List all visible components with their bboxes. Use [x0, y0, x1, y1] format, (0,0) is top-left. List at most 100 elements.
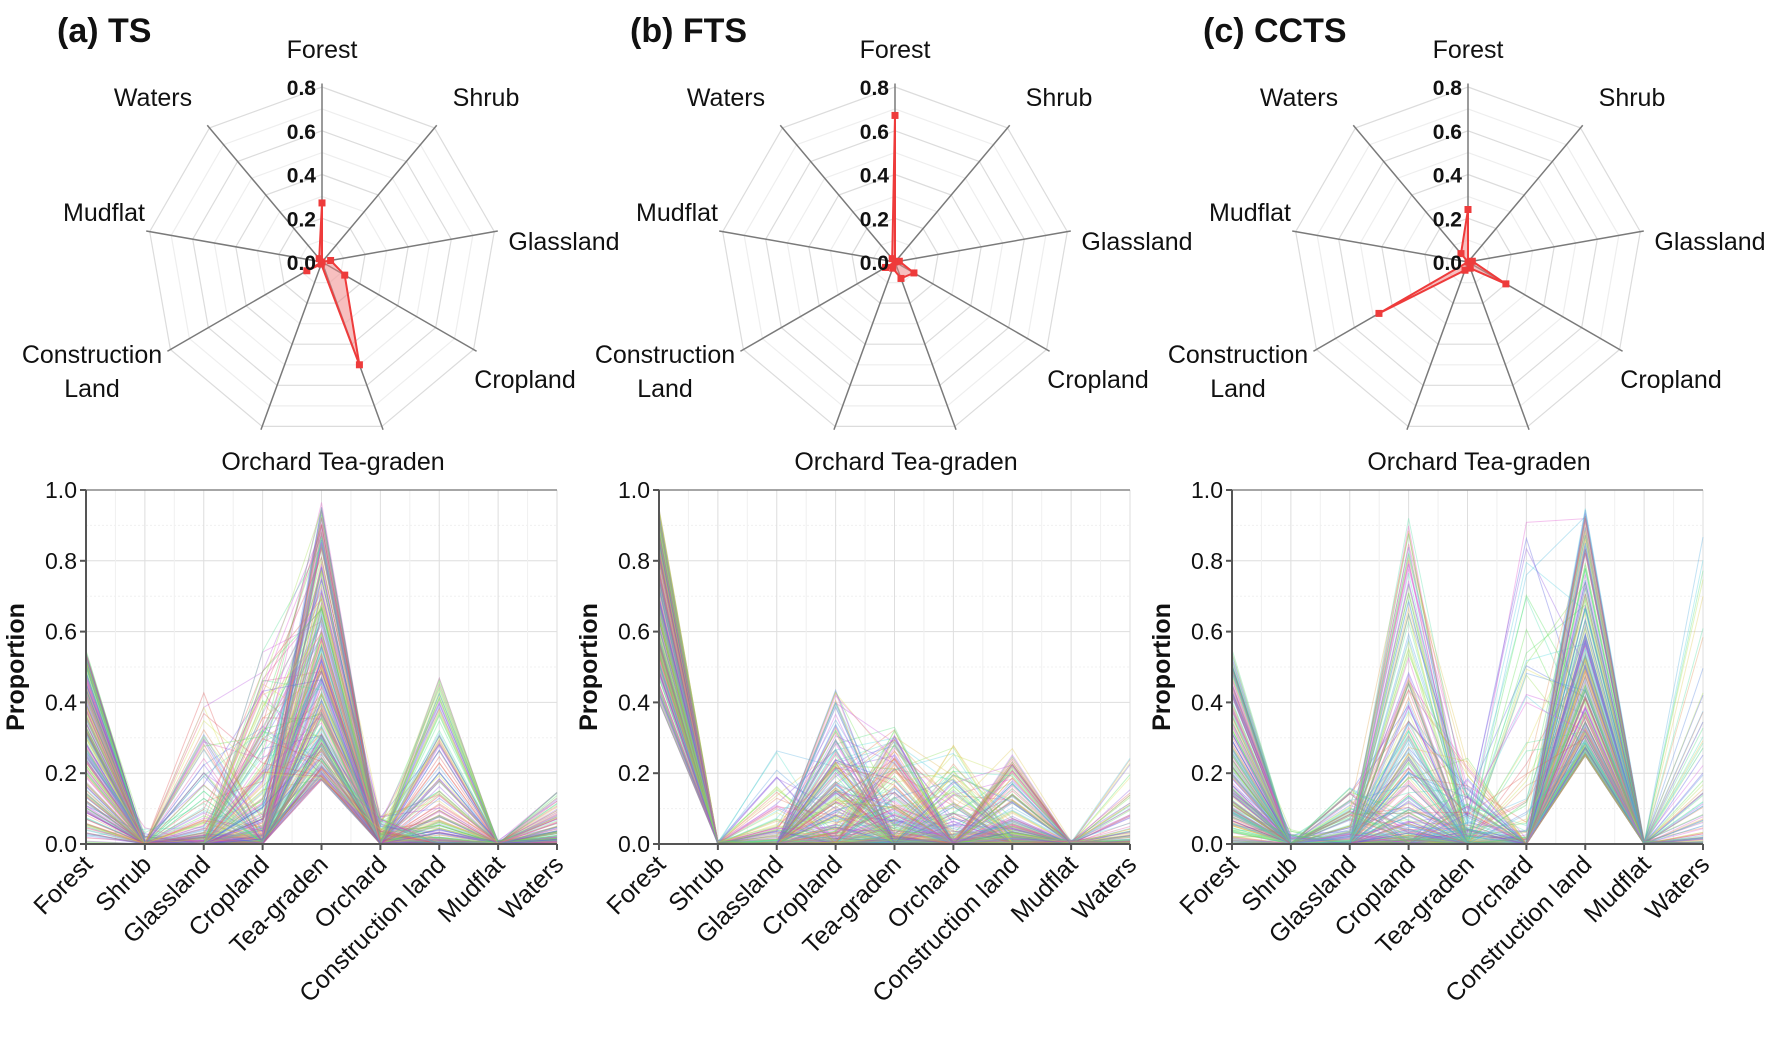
radar-point [1468, 257, 1476, 265]
sample-line [85, 703, 558, 845]
sample-line [658, 661, 1130, 845]
radar-axis-label-orchard: Orchard [1367, 448, 1457, 476]
radar-axis [1292, 230, 1469, 263]
sample-line [85, 507, 558, 845]
parallel-coordinates-plot: 0.00.20.40.60.81.0ProportionForestShrubG… [1148, 477, 1715, 1008]
radar-axis-label-line: Construction [595, 341, 735, 369]
sample-line [85, 707, 558, 846]
sample-line [658, 523, 1130, 845]
sample-line [658, 671, 1131, 845]
radar-axis-label-tea-garden: Tea-graden [891, 448, 1017, 476]
sample-line [85, 507, 558, 845]
sample-line [1231, 583, 1703, 845]
sample-line [658, 518, 1131, 845]
panel-2: (c) CCTS 0.0 0.2 0.4 0.6 0.8 Forest Shrub Glassl… [1148, 12, 1766, 1008]
radar-grid-ring [149, 86, 495, 427]
sample-line [85, 696, 558, 846]
sample-line [85, 715, 558, 846]
sample-line [85, 614, 558, 845]
radar-tick-label: 0.8 [860, 77, 890, 100]
y-axis-label: Proportion [2, 603, 30, 731]
radar-axis-label: Waters [114, 84, 192, 112]
sample-line [1231, 679, 1704, 845]
sample-line [85, 739, 558, 845]
radar-axis-label-line: Land [64, 375, 120, 403]
sample-line [658, 515, 1131, 845]
radar-axis [1467, 124, 1584, 263]
radar-tick-label: 0.4 [287, 165, 317, 188]
radar-grid-ring [235, 173, 409, 345]
y-tick-label: 0.8 [45, 548, 77, 574]
sample-line [1231, 694, 1704, 845]
radar-grid-ring [256, 195, 388, 325]
sample-line [1231, 634, 1704, 845]
x-tick-label: Mudflat [1006, 850, 1084, 928]
radar-tick-label: 0.2 [287, 208, 316, 231]
radar-tick-label: 0.2 [860, 208, 889, 231]
sample-line [658, 537, 1130, 845]
radar-axis-label: Mudflat [1209, 199, 1291, 227]
sample-line [658, 628, 1131, 845]
sample-line [658, 519, 1131, 845]
y-tick-label: 1.0 [1191, 477, 1223, 503]
sample-line [658, 515, 1130, 845]
radar-axis-label: Cropland [1047, 366, 1148, 394]
y-tick-label: 1.0 [45, 477, 77, 503]
sample-line [658, 643, 1131, 845]
sample-line [1231, 683, 1704, 845]
panel-title: (a) TS [57, 12, 151, 50]
sample-line [658, 535, 1131, 845]
sample-line [1231, 668, 1704, 845]
radar-axis-label-line: Construction [1168, 341, 1308, 369]
sample-line [85, 607, 558, 845]
radar-grid-ring [213, 151, 431, 366]
sample-line [1231, 656, 1704, 845]
radar-point [355, 361, 363, 369]
sample-line [658, 548, 1130, 845]
sample-line [85, 607, 558, 845]
sample-line [85, 746, 558, 845]
radar-point [888, 255, 896, 263]
sample-line [85, 510, 557, 846]
radar-grid-ring [851, 217, 939, 304]
radar-point [341, 271, 349, 279]
radar-grid-ring [1316, 108, 1620, 407]
radar-point [327, 256, 335, 264]
radar-axis-label: Shrub [453, 84, 520, 112]
radar-grid-ring [278, 217, 366, 304]
sample-line [85, 607, 558, 845]
radar-axis [167, 261, 323, 352]
sample-line [1231, 734, 1704, 845]
radar-axis-label: Glassland [1081, 228, 1192, 256]
sample-line [85, 598, 558, 845]
y-tick-label: 0.4 [45, 689, 77, 715]
sample-line [1231, 745, 1704, 845]
sample-line [1231, 696, 1704, 845]
sample-line [85, 645, 558, 845]
sample-line [85, 672, 557, 845]
sample-line [1231, 572, 1703, 845]
sample-line [85, 735, 558, 845]
radar-axis-label: Forest [287, 36, 358, 64]
y-tick-label: 0.4 [618, 689, 650, 715]
sample-line [658, 627, 1131, 845]
sample-line [658, 525, 1131, 845]
radar-point [318, 199, 326, 207]
sample-line [658, 656, 1131, 845]
radar-axis-label: Forest [860, 36, 931, 64]
radar-chart: 0.0 0.2 0.4 0.6 0.8 Forest Shrub Glassland Cropl… [595, 36, 1193, 476]
sample-line [85, 666, 558, 845]
radar-tick-label: 0.2 [1433, 208, 1462, 231]
sample-line [1231, 674, 1703, 845]
sample-line [658, 651, 1131, 845]
sample-line [1231, 671, 1704, 845]
radar-axis [719, 230, 896, 263]
radar-tick-label: 0.0 [860, 252, 889, 275]
radar-axis-label-bottom: Orchard Tea-graden [794, 448, 1017, 476]
radar-axis-label: Mudflat [636, 199, 718, 227]
sample-line [85, 646, 558, 845]
sample-line [85, 666, 558, 845]
radar-axis [894, 261, 1050, 352]
radar-grid-ring [786, 151, 1004, 366]
radar-axis [206, 124, 323, 263]
